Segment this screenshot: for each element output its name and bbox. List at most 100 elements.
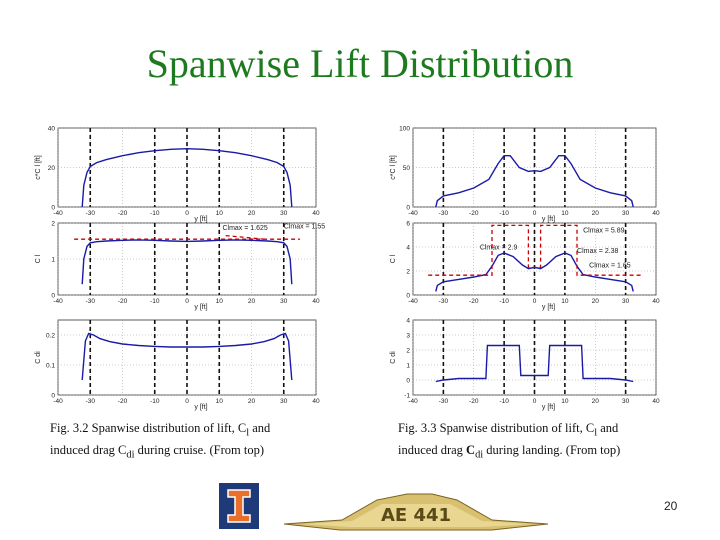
banner-highlight	[302, 504, 532, 527]
y-axis-label: C l	[390, 254, 397, 263]
x-tick-label: 30	[622, 298, 630, 305]
x-tick-label: -40	[53, 398, 63, 405]
x-axis-label: y [ft]	[194, 216, 207, 223]
x-tick-label: 10	[216, 398, 224, 405]
caption-landing-line2-end: during landing. (From top)	[483, 442, 621, 457]
x-tick-label: -10	[150, 398, 160, 405]
chart-landing-cl: -40 -30 -20 -10 0 10 20 30 40 0 2 4 6 y [ft] C l Clmax …	[390, 221, 660, 312]
y-tick-label: 2	[406, 348, 410, 355]
x-tick-label: 0	[185, 398, 189, 405]
x-tick-label: 20	[592, 298, 600, 305]
x-tick-label: -40	[408, 298, 418, 305]
caption-landing-line1: Fig. 3.3 Spanwise distribution of lift, …	[398, 421, 595, 435]
y-tick-label: 4	[406, 245, 410, 252]
illinois-i-icon	[227, 489, 251, 523]
x-tick-label: 20	[248, 298, 256, 305]
x-tick-label: 30	[622, 210, 630, 217]
y-tick-label: 0	[406, 205, 410, 212]
annotation-label: Clmax = 2.38	[577, 248, 619, 255]
x-axis-label: y [ft]	[194, 304, 207, 311]
slide-title: Spanwise Lift Distribution	[146, 41, 574, 86]
x-tick-label: 20	[592, 398, 600, 405]
x-tick-label: 0	[185, 298, 189, 305]
page-number: 20	[664, 499, 678, 513]
x-axis-label: y [ft]	[194, 404, 207, 411]
x-tick-label: 10	[561, 298, 569, 305]
y-axis-label: C di	[390, 351, 397, 364]
x-tick-label: 20	[248, 398, 256, 405]
x-tick-label: -20	[469, 298, 479, 305]
x-tick-label: 10	[561, 210, 569, 217]
x-tick-label: -10	[150, 298, 160, 305]
y-tick-label: 3	[406, 333, 410, 340]
x-tick-label: -30	[86, 210, 96, 217]
caption-cruise-line2: induced drag C	[50, 442, 127, 457]
y-tick-label: 40	[48, 126, 56, 133]
x-tick-label: 0	[185, 210, 189, 217]
x-tick-label: -30	[86, 298, 96, 305]
x-tick-label: 20	[592, 210, 600, 217]
x-tick-label: 0	[533, 298, 537, 305]
caption-cruise: Fig. 3.2 Spanwise distribution of lift, …	[50, 420, 350, 463]
series-line	[435, 154, 634, 208]
ae441-banner-logo: AE 441	[283, 493, 549, 531]
y-tick-label: 0	[51, 293, 55, 300]
annotation-label: Clmax = 5.89	[583, 228, 625, 235]
x-tick-label: 10	[561, 398, 569, 405]
caption-landing-sub2: di	[475, 449, 484, 460]
y-tick-label: 2	[406, 269, 410, 276]
x-tick-label: -10	[150, 210, 160, 217]
x-tick-label: 40	[312, 398, 320, 405]
caption-cruise-line1: Fig. 3.2 Spanwise distribution of lift, …	[50, 421, 247, 435]
x-tick-label: -20	[118, 298, 128, 305]
x-tick-label: 30	[280, 298, 288, 305]
x-tick-label: -40	[53, 210, 63, 217]
caption-cruise-line1-end: and	[249, 421, 271, 435]
chart-cruise-cdi: -40 -30 -20 -10 0 10 20 30 40 0 0.1 0.2 y [ft] C di	[35, 319, 320, 411]
x-tick-label: -20	[469, 398, 479, 405]
x-tick-label: 10	[216, 298, 224, 305]
annotation-label: Clmax = 1.55	[284, 223, 326, 230]
series-line	[81, 147, 293, 208]
figure-background	[40, 118, 680, 466]
y-tick-label: 100	[399, 126, 410, 133]
y-tick-label: 0.1	[46, 363, 55, 370]
y-axis-label: C di	[35, 351, 42, 364]
series-line	[81, 239, 293, 285]
y-tick-label: 6	[406, 221, 410, 228]
x-tick-label: -30	[86, 398, 96, 405]
x-tick-label: 30	[622, 398, 630, 405]
y-tick-label: 0	[406, 378, 410, 385]
y-tick-label: 50	[403, 165, 411, 172]
x-tick-label: 0	[533, 398, 537, 405]
dashed-series-line	[428, 224, 641, 276]
x-tick-label: 30	[280, 398, 288, 405]
illinois-logo	[219, 483, 259, 529]
caption-cruise-line2-end: during cruise. (From top)	[134, 442, 264, 457]
caption-landing-sub1: l	[594, 427, 598, 439]
chart-landing-ccl: -40 -30 -20 -10 0 10 20 30 40 0 50 100 y [ft] c*C l […	[390, 126, 660, 224]
x-tick-label: -20	[118, 398, 128, 405]
x-tick-label: 40	[312, 298, 320, 305]
x-tick-label: 30	[280, 210, 288, 217]
caption-landing-line2: induced drag	[398, 442, 467, 457]
y-tick-label: 0	[51, 393, 55, 400]
caption-landing: Fig. 3.3 Spanwise distribution of lift, …	[398, 420, 698, 463]
annotation-label: Clmax = 2.9	[480, 244, 518, 251]
x-tick-label: 40	[312, 210, 320, 217]
banner-text: AE 441	[381, 505, 451, 526]
x-tick-label: -40	[408, 210, 418, 217]
x-axis-label: y [ft]	[542, 304, 555, 311]
y-tick-label: 4	[406, 318, 410, 325]
x-tick-label: 10	[216, 210, 224, 217]
annotation-label: Clmax = 1.625	[222, 225, 267, 232]
y-axis-label: c*C l [ft]	[390, 155, 397, 180]
chart-cruise-ccl: -40 -30 -20 -10 0 10 20 30 40 0 20 40 y [ft] c*C l [f…	[35, 126, 320, 224]
y-tick-label: 1	[406, 363, 410, 370]
series-line	[81, 332, 293, 381]
series-line	[435, 344, 634, 383]
x-tick-label: -30	[439, 398, 449, 405]
caption-cruise-sub2: di	[126, 449, 135, 460]
